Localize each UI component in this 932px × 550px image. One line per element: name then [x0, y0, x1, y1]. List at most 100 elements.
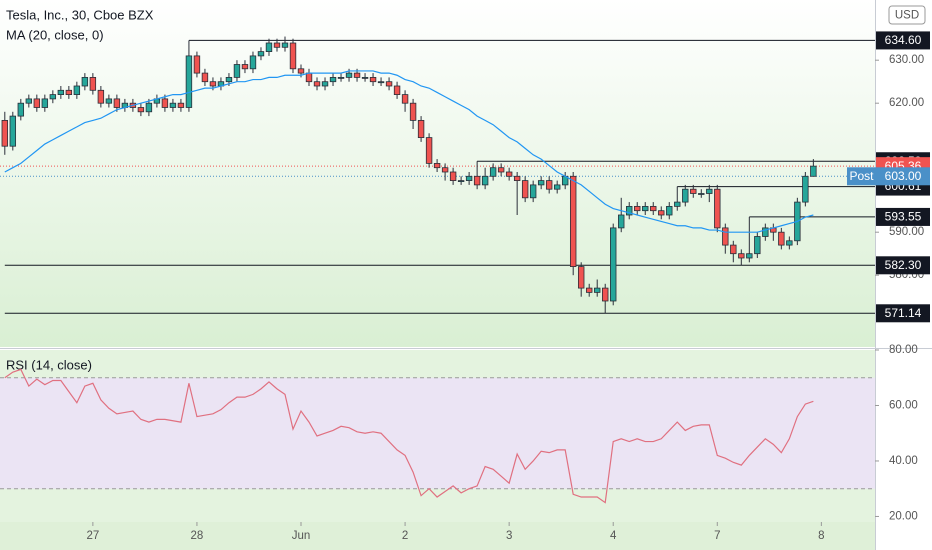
candle-body — [521, 180, 529, 199]
rsi-y-tick-label: 40.00 — [889, 455, 918, 467]
candle-body — [369, 76, 377, 83]
candle-body — [401, 94, 409, 104]
candle-body — [209, 81, 217, 87]
candle-body — [489, 167, 497, 177]
rsi-line — [4, 368, 814, 504]
candle-body — [201, 72, 209, 83]
rsi-y-tick-label: 60.00 — [889, 400, 918, 412]
chart-title: Tesla, Inc., 30, Cboe BZX — [6, 7, 154, 22]
candle-body — [594, 287, 601, 293]
candle-body — [65, 89, 73, 95]
x-tick-label: Jun — [292, 530, 311, 542]
rsi-title: RSI (14, close) — [6, 357, 92, 372]
candle-body — [658, 210, 665, 216]
level-label-box — [876, 31, 930, 50]
level-label-box — [876, 207, 930, 226]
candle-body — [193, 55, 201, 74]
candle-body — [241, 64, 249, 70]
candle-body — [457, 180, 465, 182]
candle-body — [305, 72, 313, 83]
candle-body — [746, 253, 753, 259]
candle-body — [329, 76, 337, 83]
candle-body — [730, 244, 737, 255]
candle-body — [754, 236, 761, 255]
candle-body — [377, 81, 385, 84]
candle-body — [313, 81, 321, 87]
candle-body — [233, 64, 241, 78]
post-tag-box — [847, 167, 876, 186]
candle-body — [281, 42, 289, 48]
candle-body — [762, 227, 769, 237]
candle-body — [738, 253, 745, 259]
candle-body — [17, 102, 25, 117]
candle-body — [425, 137, 433, 164]
candle-body — [698, 193, 705, 195]
candle-body — [145, 102, 153, 113]
candle-body — [393, 85, 401, 95]
candle-body — [265, 42, 273, 52]
rsi-y-tick-label: 80.00 — [889, 344, 918, 356]
x-tick-label: 8 — [818, 530, 824, 542]
candle-body — [1, 119, 9, 147]
candle-body — [169, 102, 177, 108]
candle-body — [297, 68, 305, 74]
y-tick-label: 620.00 — [889, 97, 924, 109]
candle-body — [778, 231, 785, 246]
level-label: 593.55 — [885, 210, 922, 224]
level-label: 582.30 — [885, 258, 922, 272]
candle-body — [433, 162, 441, 169]
currency-box[interactable] — [888, 5, 926, 25]
candle-body — [417, 119, 425, 138]
candle-body — [602, 287, 609, 302]
candle-body — [610, 227, 617, 302]
candle-body — [9, 115, 17, 147]
ma-line — [4, 70, 814, 233]
candle-body — [618, 214, 625, 229]
candle-body — [666, 205, 673, 216]
candle-body — [345, 72, 353, 78]
candle-body — [441, 167, 449, 173]
candle-body — [473, 175, 481, 186]
candle-body — [409, 102, 417, 121]
candle-body — [81, 76, 89, 87]
candle-body — [97, 89, 105, 104]
candle-body — [33, 98, 41, 108]
post-price-label: 603.00 — [885, 169, 922, 183]
x-tick-label: 27 — [86, 530, 99, 542]
candle-body — [41, 98, 49, 108]
candle-body — [73, 85, 81, 95]
candle-body — [57, 89, 65, 95]
y-tick-label: 630.00 — [889, 54, 924, 66]
candle-body — [185, 55, 193, 108]
candle-body — [361, 76, 369, 79]
candle-body — [481, 175, 489, 186]
candle-body — [505, 171, 513, 177]
candle-body — [273, 42, 281, 48]
candle-body — [225, 76, 233, 83]
candle-body — [353, 72, 361, 78]
candle-body — [89, 76, 97, 91]
post-tag: Post — [849, 169, 874, 183]
main-pane — [0, 0, 875, 347]
candle-body — [289, 42, 297, 70]
level-label-box — [876, 304, 930, 323]
rsi-band — [0, 377, 875, 489]
time-axis — [0, 522, 875, 550]
candle-body — [249, 55, 257, 70]
candle-body — [513, 175, 521, 181]
candle-body — [642, 205, 649, 212]
x-tick-label: 7 — [714, 530, 720, 542]
level-label: 634.60 — [885, 33, 922, 47]
candle-body — [529, 184, 537, 199]
candle-body — [177, 102, 185, 108]
currency: USD — [895, 10, 919, 22]
candle-body — [545, 180, 553, 190]
candle-body — [105, 98, 113, 104]
candle-body — [674, 201, 681, 207]
candle-body — [449, 171, 457, 181]
y-tick-label: 590.00 — [889, 226, 924, 238]
candle-body — [337, 76, 345, 79]
rsi-y-tick-label: 20.00 — [889, 510, 918, 522]
candle-body — [626, 205, 633, 216]
